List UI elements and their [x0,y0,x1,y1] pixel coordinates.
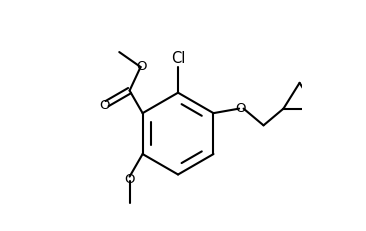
Text: O: O [235,102,246,115]
Text: O: O [137,60,147,73]
Text: O: O [99,99,109,112]
Text: O: O [124,172,135,185]
Text: Cl: Cl [171,50,185,65]
